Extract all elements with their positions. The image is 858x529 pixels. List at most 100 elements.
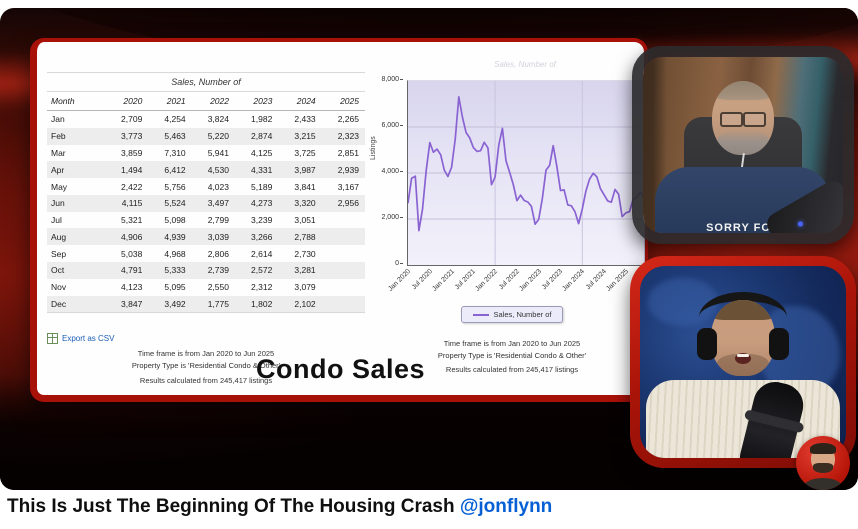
chart-title: Sales, Number of: [494, 60, 556, 69]
table-row: Jun 4,115 5,524 3,497 4,273 3,320 2,956: [47, 194, 365, 212]
screenshare-panel: Sales, Number of Month 2020 2021 2022 2023 20…: [30, 38, 648, 402]
column-header: Month: [51, 96, 75, 106]
table-cell: 2,422: [121, 181, 143, 192]
channel-link[interactable]: @jonflynn: [459, 496, 553, 517]
chart-plot-area: [407, 80, 645, 266]
table-cell: 5,098: [164, 215, 186, 226]
table-cell: 2,939: [337, 164, 359, 175]
host-top-hair: [712, 81, 774, 100]
chart-legend: Sales, Number of: [371, 306, 653, 323]
table-cell: 3,079: [294, 282, 316, 293]
table-row: Sep 5,038 4,968 2,806 2,614 2,730: [47, 245, 365, 262]
note-line: Property Type is 'Residential Condo & Ot…: [131, 361, 281, 370]
table-cell: 3,281: [294, 265, 316, 276]
table-row: Apr 1,494 6,412 4,530 4,331 3,987 2,939: [47, 161, 365, 179]
table-cell: 5,220: [207, 131, 229, 142]
table-cell: 3,239: [251, 215, 273, 226]
table-cell: 1,982: [251, 114, 273, 125]
row-month: Dec: [51, 298, 67, 309]
y-axis-tick: 4,000: [375, 168, 403, 175]
column-header: 2022: [210, 96, 229, 106]
table-cell: 2,312: [251, 282, 273, 293]
table-cell: 5,333: [164, 265, 186, 276]
table-cell: 2,572: [251, 265, 273, 276]
table-row: Oct 4,791 5,333 2,739 2,572 3,281: [47, 262, 365, 279]
table-cell: 5,463: [164, 131, 186, 142]
table-notes: Time frame is from Jan 2020 to Jun 2025 …: [47, 348, 365, 386]
row-month: Nov: [51, 282, 67, 293]
table-title: Sales, Number of: [47, 72, 365, 92]
table-cell: 3,320: [294, 198, 316, 209]
table-cell: 5,524: [164, 198, 186, 209]
table-cell: 4,906: [121, 231, 143, 242]
table-cell: 4,939: [164, 231, 186, 242]
table-header-row: Month 2020 2021 2022 2023 2024 2025: [47, 92, 365, 111]
row-month: Aug: [51, 231, 67, 242]
legend-box: Sales, Number of: [460, 306, 564, 323]
channel-avatar: [796, 436, 850, 490]
table-row: Feb 3,773 5,463 5,220 2,874 3,215 2,323: [47, 127, 365, 145]
column-header: 2020: [123, 96, 143, 106]
table-cell: 4,530: [207, 164, 229, 175]
shirt-text: SORRY FOR: [706, 222, 780, 234]
note-line: Property Type is 'Residential Condo & Ot…: [437, 350, 587, 360]
table-row: Jan 2,709 4,254 3,824 1,982 2,433 2,265: [47, 111, 365, 128]
table-cell: 2,323: [337, 131, 359, 142]
table-cell: 3,492: [164, 298, 186, 309]
row-month: Sep: [51, 248, 67, 259]
condo-sales-caption: Condo Sales: [255, 354, 426, 384]
table-cell: 5,756: [164, 181, 186, 192]
table-cell: 2,614: [251, 248, 273, 259]
table-cell: 4,123: [121, 282, 143, 293]
column-header: 2023: [253, 96, 273, 106]
video-title-text[interactable]: This Is Just The Beginning Of The Housin…: [7, 496, 455, 517]
table-row: Dec 3,847 3,492 1,775 1,802 2,102: [47, 295, 365, 313]
headphone-earcup: [769, 328, 789, 360]
legend-label: Sales, Number of: [493, 310, 552, 319]
table-cell: 2,730: [294, 248, 316, 259]
export-csv-link: Export as CSV: [47, 333, 117, 345]
sales-table: Sales, Number of Month 2020 2021 2022 2023 20…: [47, 72, 365, 386]
video-player[interactable]: Sales, Number of Month 2020 2021 2022 2023 20…: [0, 8, 858, 490]
host-top-face: [712, 81, 774, 155]
table-cell: 5,941: [207, 147, 229, 158]
table-cell: 5,189: [251, 181, 273, 192]
table-cell: 4,791: [121, 265, 143, 276]
table-cell: 2,739: [207, 265, 229, 276]
table-cell: 3,497: [207, 198, 229, 209]
table-cell: 2,799: [207, 215, 229, 226]
host-top-beard: [717, 130, 769, 155]
column-header: 2025: [340, 96, 359, 106]
note-line: Results calculated from 245,417 listings: [445, 365, 579, 375]
table-cell: 3,841: [294, 181, 316, 192]
table-cell: 3,039: [207, 231, 229, 242]
table-cell: 1,802: [251, 298, 273, 309]
table-cell: 3,051: [294, 215, 316, 226]
table-cell: 7,310: [164, 147, 186, 158]
table-cell: 5,321: [121, 215, 143, 226]
note-line: Time frame is from Jan 2020 to Jun 2025: [443, 339, 581, 348]
table-cell: 2,874: [251, 131, 273, 142]
y-axis-tick: 8,000: [375, 76, 403, 83]
video-title[interactable]: This Is Just The Beginning Of The Housin…: [7, 496, 552, 518]
row-month: Jul: [51, 215, 62, 226]
row-month: Feb: [51, 131, 66, 142]
table-cell: 3,987: [294, 164, 316, 175]
table-row: Jul 5,321 5,098 2,799 3,239 3,051: [47, 212, 365, 229]
table-cell: 2,265: [337, 114, 359, 125]
table-cell: 3,725: [294, 147, 316, 158]
y-axis-tick: 6,000: [375, 122, 403, 129]
webcam-host-top: SORRY FOR: [632, 46, 854, 244]
row-month: Jun: [51, 198, 65, 209]
table-cell: 2,806: [207, 248, 229, 259]
row-month: May: [51, 181, 68, 192]
glasses: [718, 112, 768, 127]
avatar-face: [810, 443, 836, 473]
table-cell: 4,125: [251, 147, 273, 158]
table-cell: 3,167: [337, 181, 359, 192]
note-line: Time frame is from Jan 2020 to Jun 2025: [137, 349, 275, 359]
webcam-bottom-background: [640, 266, 846, 458]
host-bottom-hair: [711, 300, 775, 320]
table-cell: 3,266: [251, 231, 273, 242]
headphone-earcup: [697, 328, 717, 360]
